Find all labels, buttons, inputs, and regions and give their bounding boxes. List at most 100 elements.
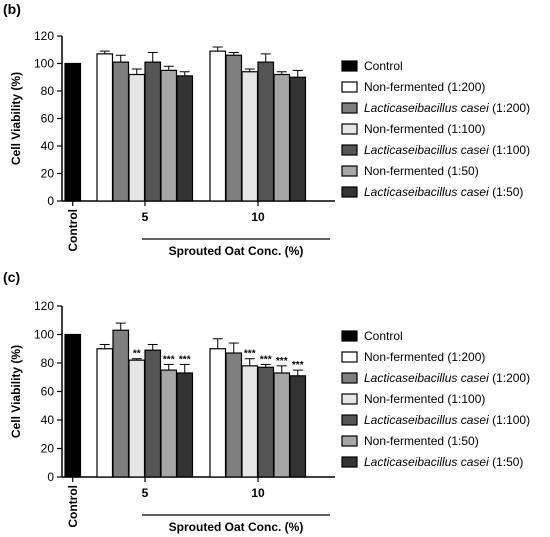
legend-swatch [341, 393, 358, 405]
y-axis-title: Cell Viability (%) [9, 345, 23, 438]
x-axis-title: Sprouted Oat Conc. (%) [169, 520, 304, 534]
legend-label: Lacticaseibacillus casei (1:100) [364, 143, 530, 157]
y-tick-label: 0 [47, 194, 54, 208]
bar [128, 73, 146, 202]
bar [273, 73, 291, 202]
bar [176, 75, 194, 202]
x-axis-title: Sprouted Oat Conc. (%) [169, 244, 304, 258]
legend-label-species: Lacticaseibacillus casei [364, 455, 489, 469]
legend-label: Lacticaseibacillus casei (1:200) [364, 101, 530, 115]
legend-swatch [341, 186, 358, 198]
legend-label-species: Lacticaseibacillus casei [364, 101, 489, 115]
bar [160, 69, 178, 202]
legend-label: Lacticaseibacillus casei (1:50) [364, 185, 523, 199]
y-tick-label: 100 [34, 57, 54, 71]
bar [241, 71, 259, 202]
legend-swatch [341, 351, 358, 363]
legend-swatch [341, 123, 358, 135]
legend-label-species: Lacticaseibacillus casei [364, 143, 489, 157]
bar [257, 366, 275, 478]
y-tick-label: 20 [41, 442, 55, 456]
bar [112, 61, 130, 202]
legend-swatch [341, 102, 358, 114]
y-tick-label: 40 [41, 413, 55, 427]
x-tick-label: 5 [142, 210, 149, 224]
legend-label-species: Lacticaseibacillus casei [364, 371, 489, 385]
legend-label: Non-fermented (1:100) [364, 392, 485, 406]
legend-label-species: Lacticaseibacillus casei [364, 413, 489, 427]
legend-swatch [341, 456, 358, 468]
y-tick-label: 80 [41, 356, 55, 370]
legend-swatch [341, 330, 358, 342]
legend-swatch [341, 414, 358, 426]
y-tick-label: 60 [41, 385, 55, 399]
bar [209, 348, 227, 478]
significance-marker: *** [276, 356, 288, 367]
legend-label: Lacticaseibacillus casei (1:100) [364, 413, 530, 427]
legend-swatch [341, 144, 358, 156]
legend-label-ratio: (1:200) [489, 371, 530, 385]
bar [128, 359, 146, 478]
x-tick-label-control: Control [66, 209, 80, 252]
bar [273, 372, 291, 478]
chart-panel-b: (b) 0 20 40 60 80 100 120 Cell Viability (%) Cont… [3, 1, 530, 258]
y-tick-label: 0 [47, 470, 54, 484]
legend-label: Non-fermented (1:100) [364, 122, 485, 136]
legend-swatch [341, 60, 358, 72]
y-tick-label: 20 [41, 167, 55, 181]
y-tick-label: 100 [34, 328, 54, 342]
bar [225, 54, 243, 202]
legend-label-ratio: (1:50) [489, 185, 524, 199]
significance-marker: *** [163, 354, 175, 365]
legend-swatch [341, 81, 358, 93]
legend-label: Non-fermented (1:200) [364, 80, 485, 94]
y-tick-label: 60 [41, 112, 55, 126]
y-tick-label: 120 [34, 299, 54, 313]
significance-marker: *** [179, 354, 191, 365]
y-tick-label: 80 [41, 84, 55, 98]
bar [64, 62, 82, 202]
legend-label: Lacticaseibacillus casei (1:200) [364, 371, 530, 385]
legend-label-ratio: (1:50) [489, 455, 524, 469]
x-tick-label-control: Control [66, 485, 80, 528]
x-tick-label: 5 [142, 486, 149, 500]
bar [96, 53, 114, 202]
y-axis-title: Cell Viability (%) [9, 72, 23, 165]
legend-label: Non-fermented (1:50) [364, 164, 479, 178]
legend-label: Non-fermented (1:200) [364, 350, 485, 364]
bar [96, 348, 114, 478]
bar [225, 352, 243, 478]
bar [160, 369, 178, 478]
legend-swatch [341, 435, 358, 447]
legend-label: Control [364, 59, 403, 73]
bar [112, 329, 130, 478]
significance-marker: *** [292, 360, 304, 371]
panel-label: (c) [3, 269, 20, 285]
legend-label-ratio: (1:100) [489, 413, 530, 427]
legend-swatch [341, 165, 358, 177]
bar [289, 76, 307, 202]
bar [257, 61, 275, 202]
bar [289, 375, 307, 478]
bar [64, 333, 82, 478]
x-tick-label: 10 [251, 486, 265, 500]
significance-marker: *** [260, 354, 272, 365]
legend-swatch [341, 372, 358, 384]
panel-label: (b) [3, 1, 21, 17]
legend-label-ratio: (1:200) [489, 101, 530, 115]
legend-label: Non-fermented (1:50) [364, 434, 479, 448]
significance-marker: ** [133, 349, 141, 360]
bar [144, 61, 162, 202]
bar [176, 372, 194, 478]
significance-marker: *** [244, 349, 256, 360]
legend-label: Control [364, 329, 403, 343]
legend-label-species: Lacticaseibacillus casei [364, 185, 489, 199]
y-tick-label: 120 [34, 29, 54, 43]
bar [241, 365, 259, 478]
legend-label-ratio: (1:100) [489, 143, 530, 157]
legend-label: Lacticaseibacillus casei (1:50) [364, 455, 523, 469]
bar [144, 349, 162, 478]
bar [209, 50, 227, 202]
